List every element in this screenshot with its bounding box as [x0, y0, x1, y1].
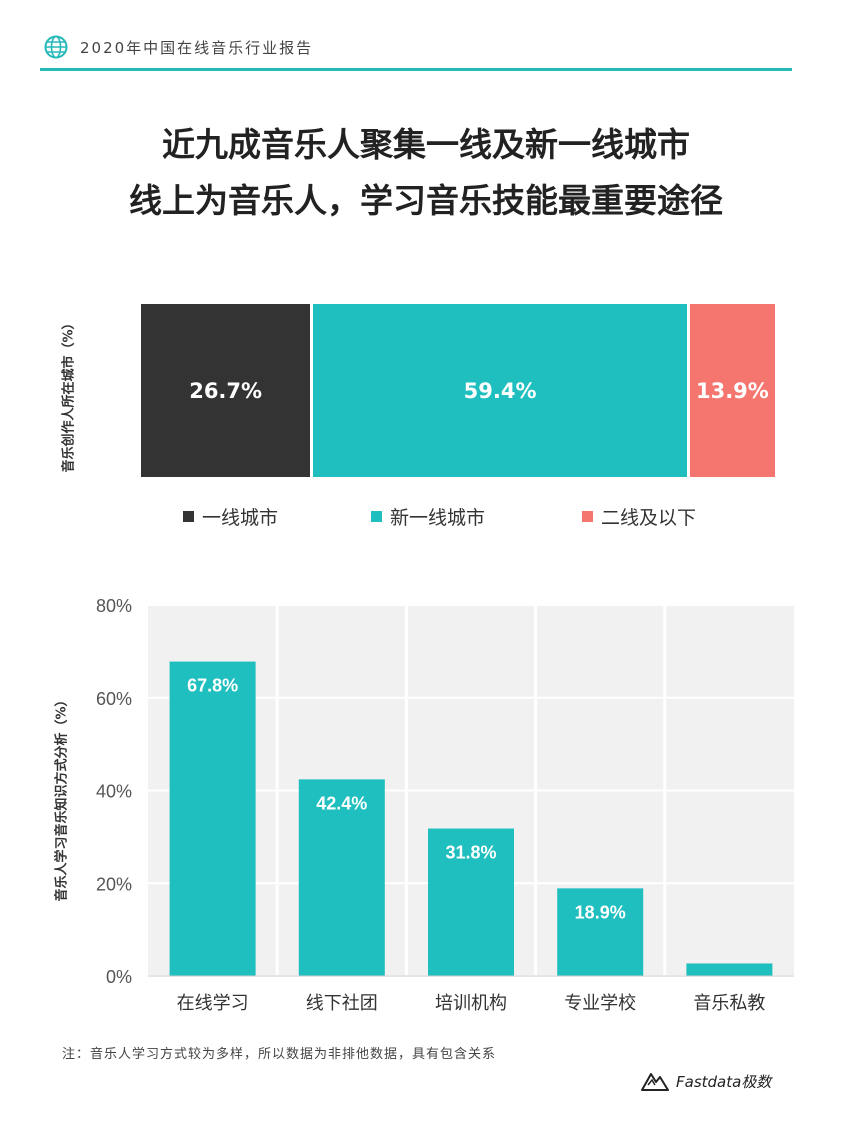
legend-item: 新一线城市 [371, 503, 485, 530]
y-tick-label: 40% [96, 782, 132, 802]
bar-data-label: 18.9% [575, 902, 626, 922]
y-tick-label: 60% [96, 689, 132, 709]
stacked-bar-chart: 26.7% 59.4% 13.9% [141, 304, 775, 477]
bar [169, 661, 256, 976]
stack-segment-2: 59.4% [310, 304, 687, 477]
bar [557, 888, 644, 976]
x-tick-label: 在线学习 [177, 993, 249, 1014]
x-tick-label: 专业学校 [564, 993, 636, 1014]
bar-data-label: 42.4% [316, 793, 367, 813]
legend-item: 一线城市 [183, 503, 278, 530]
legend-label: 新一线城市 [390, 507, 486, 529]
legend-item: 二线及以下 [582, 503, 696, 530]
page-title-line-2: 线上为音乐人，学习音乐技能最重要途径 [129, 181, 723, 220]
bar-chart: 0% 20% 40% 60% 80% 67.8% 在线学习 42.4% 线下社团 31.8% 培训机… [96, 596, 794, 1014]
stack-segment-3: 13.9% [686, 304, 775, 477]
legend-swatch [371, 511, 382, 522]
bar-data-label: 31.8% [445, 843, 496, 863]
stack-segment-1: 26.7% [141, 304, 311, 477]
x-tick-label: 音乐私教 [693, 993, 765, 1014]
bar [428, 828, 514, 976]
legend-label: 一线城市 [202, 507, 279, 529]
bar [298, 779, 385, 976]
bar-data-label: 2.7% [709, 977, 750, 997]
brand-logo: Fastdata极数 [640, 1068, 771, 1094]
legend-swatch [183, 511, 194, 522]
x-tick-label: 线下社团 [306, 993, 378, 1014]
footnote: 注：音乐人学习方式较为多样，所以数据为非排他数据，具有包含关系 [62, 1047, 497, 1062]
y-tick-label: 20% [96, 874, 132, 894]
page-title-line-1: 近九成音乐人聚集一线及新一线城市 [162, 125, 690, 164]
bar-data-label: 67.8% [187, 676, 238, 696]
globe-icon [44, 35, 68, 59]
stack-segment-label: 59.4% [463, 378, 537, 403]
y-tick-label: 80% [96, 596, 132, 616]
mountain-logo-icon [641, 1073, 669, 1091]
report-title: 2020年中国在线音乐行业报告 [80, 38, 314, 57]
brand-logo-text: Fastdata极数 [676, 1072, 772, 1091]
x-tick-label: 培训机构 [435, 993, 507, 1014]
stack-segment-label: 13.9% [695, 378, 769, 403]
header-divider [40, 68, 792, 71]
report-header: 2020年中国在线音乐行业报告 [44, 34, 313, 60]
y-tick-label: 0% [106, 967, 132, 987]
bar [686, 963, 773, 976]
legend-swatch [582, 511, 593, 522]
stacked-chart-ylabel: 音乐创作人所在城市（%） [61, 316, 77, 473]
legend-label: 二线及以下 [601, 507, 697, 529]
stack-segment-label: 26.7% [189, 378, 263, 403]
